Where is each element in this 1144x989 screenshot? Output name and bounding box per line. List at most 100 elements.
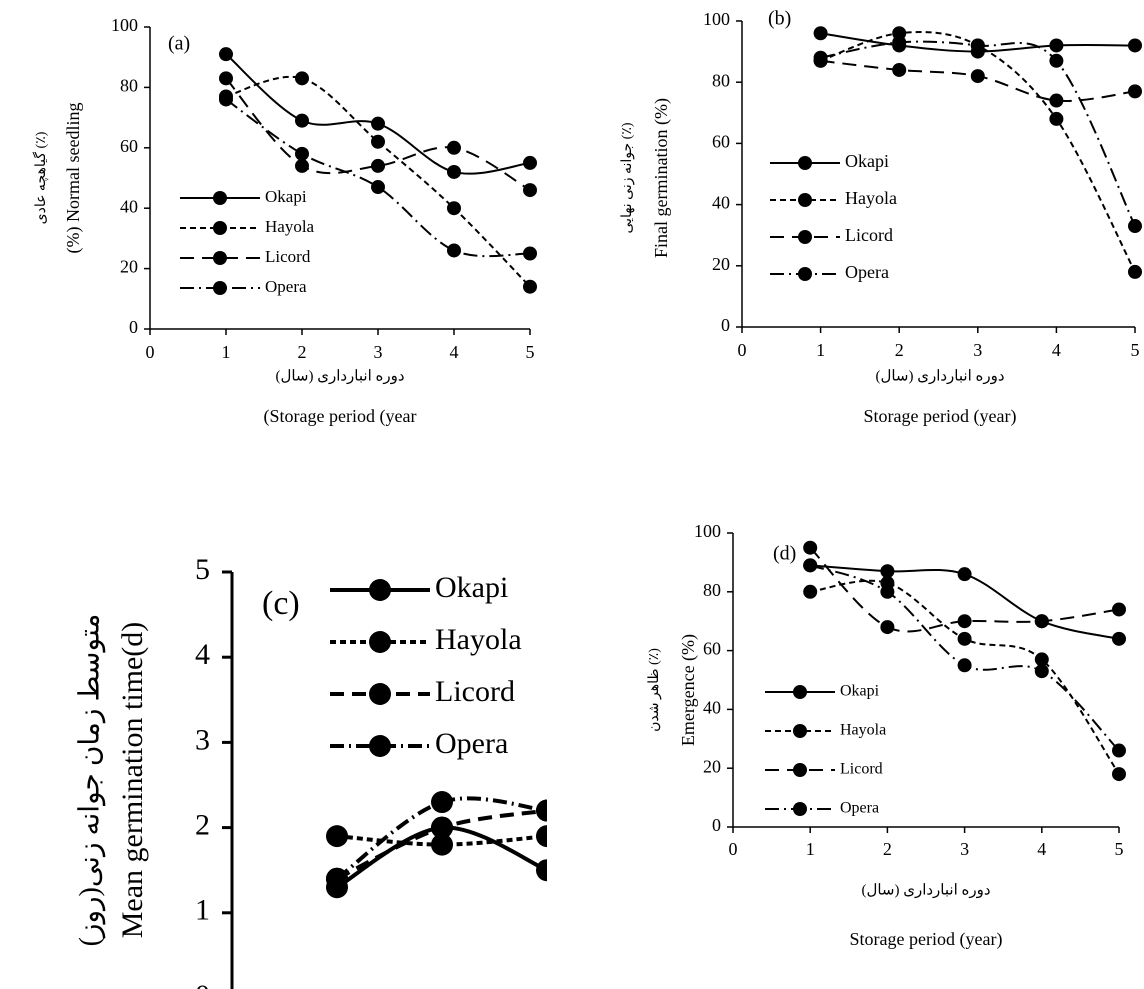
y-tick-label: 20 — [120, 257, 138, 277]
chart-title: (c) — [262, 585, 300, 622]
data-point — [523, 183, 537, 198]
y-tick-label: 20 — [712, 254, 730, 274]
data-point — [536, 859, 547, 882]
data-point — [957, 631, 972, 646]
series-line — [810, 579, 1120, 775]
data-point — [1034, 664, 1049, 679]
y-tick-label: 80 — [120, 76, 138, 96]
data-point — [880, 620, 895, 635]
chart-title: (d) — [773, 543, 796, 565]
data-point — [813, 50, 828, 65]
x-tick-label: 5 — [1131, 340, 1140, 360]
data-point — [431, 791, 453, 814]
data-point — [1112, 767, 1126, 782]
y-label-fa: جوانه زنی نهایی (٪) — [620, 122, 635, 233]
x-label: Storage period (year) — [864, 406, 1017, 427]
y-tick-label: 60 — [120, 136, 138, 156]
y-tick-label: 40 — [703, 698, 721, 718]
y-tick-label: 100 — [111, 15, 138, 35]
y-tick-label: 80 — [703, 580, 721, 600]
legend-label: Okapi — [840, 683, 880, 700]
data-point — [1112, 743, 1126, 758]
x-tick-label: 0 — [738, 340, 747, 360]
chart: 0 20 40 60 80 100 0 1 2 3 4 5 (d) Emergence (%) ظاهر ش… — [647, 521, 1126, 950]
y-tick-label: 100 — [694, 521, 721, 541]
x-tick-label: 2 — [883, 839, 892, 859]
y-tick-label: 20 — [703, 756, 721, 776]
legend-label: Licord — [435, 675, 515, 708]
legend-label: Opera — [435, 727, 508, 760]
x-label: Storage period (year) — [850, 929, 1003, 950]
data-point — [536, 799, 547, 822]
data-point — [219, 92, 233, 107]
plot — [326, 791, 547, 899]
x-tick-label: 2 — [298, 342, 307, 362]
series-line — [225, 77, 531, 191]
legend-label: Okapi — [265, 187, 307, 206]
legend-label: Licord — [840, 761, 883, 778]
data-point — [1128, 264, 1142, 279]
y-label: Mean germination time(d) — [116, 622, 149, 939]
x-tick-label: 4 — [450, 342, 459, 362]
y-tick-label: 0 — [721, 315, 730, 335]
legend-label: Okapi — [845, 151, 889, 171]
data-point — [219, 71, 233, 86]
legend-marker — [369, 735, 391, 757]
legend-label: Hayola — [435, 623, 522, 656]
y-tick-label: 40 — [120, 196, 138, 216]
y-label: Final germination (%) — [651, 98, 672, 258]
y-tick-label: 0 — [712, 815, 721, 835]
x-tick-label: 5 — [526, 342, 535, 362]
y-label-fa: گیاهچه عادی (٪) — [32, 131, 49, 224]
legend-marker — [369, 579, 391, 601]
data-point — [803, 540, 818, 555]
y-tick-label: 0 — [129, 317, 138, 337]
data-point — [431, 833, 453, 856]
data-point — [295, 113, 309, 128]
data-point — [957, 614, 972, 629]
chart: 0 20 40 60 80 100 0 1 2 3 4 5 (a) (%) Normal seedling… — [32, 15, 537, 427]
legend-marker — [793, 724, 807, 738]
data-point — [1049, 38, 1064, 53]
x-label-fa: دوره انبارداری (سال) — [275, 368, 404, 384]
data-point — [813, 26, 828, 41]
data-point — [447, 201, 461, 216]
x-tick-label: 3 — [973, 340, 982, 360]
legend-marker — [213, 191, 227, 205]
data-point — [1128, 84, 1142, 99]
y-tick-label: 3 — [195, 723, 210, 756]
data-point — [957, 658, 972, 673]
data-point — [1128, 219, 1142, 234]
data-point — [295, 71, 309, 86]
legend-marker — [798, 267, 812, 281]
series-line — [820, 31, 1136, 273]
data-point — [1049, 53, 1064, 68]
data-point — [523, 279, 537, 294]
data-point — [326, 825, 348, 848]
y-tick-label: 40 — [712, 193, 730, 213]
data-point — [523, 155, 537, 170]
legend-label: Hayola — [840, 722, 886, 739]
data-point — [371, 134, 385, 149]
legend-marker — [213, 251, 227, 265]
data-point — [536, 825, 547, 848]
x-label-fa: دوره انبارداری (سال) — [875, 368, 1004, 384]
x-tick-label: 1 — [806, 839, 815, 859]
data-point — [523, 246, 537, 261]
chart: 0 1 2 3 4 5 (c) Mean germination time(d) (روز)مت… — [74, 553, 547, 989]
x-tick-label: 3 — [374, 342, 383, 362]
data-point — [880, 584, 895, 599]
legend-marker — [793, 802, 807, 816]
y-tick-label: 1 — [195, 894, 210, 927]
x-label-fa: دوره انبارداری (سال) — [861, 882, 990, 898]
data-point — [1112, 602, 1126, 617]
data-point — [957, 567, 972, 582]
y-tick-label: 4 — [195, 638, 210, 671]
chart-title: (a) — [168, 33, 190, 55]
legend-marker — [369, 631, 391, 653]
x-tick-label: 2 — [895, 340, 904, 360]
y-tick-label: 5 — [195, 553, 210, 586]
x-tick-label: 0 — [729, 839, 738, 859]
data-point — [371, 180, 385, 195]
